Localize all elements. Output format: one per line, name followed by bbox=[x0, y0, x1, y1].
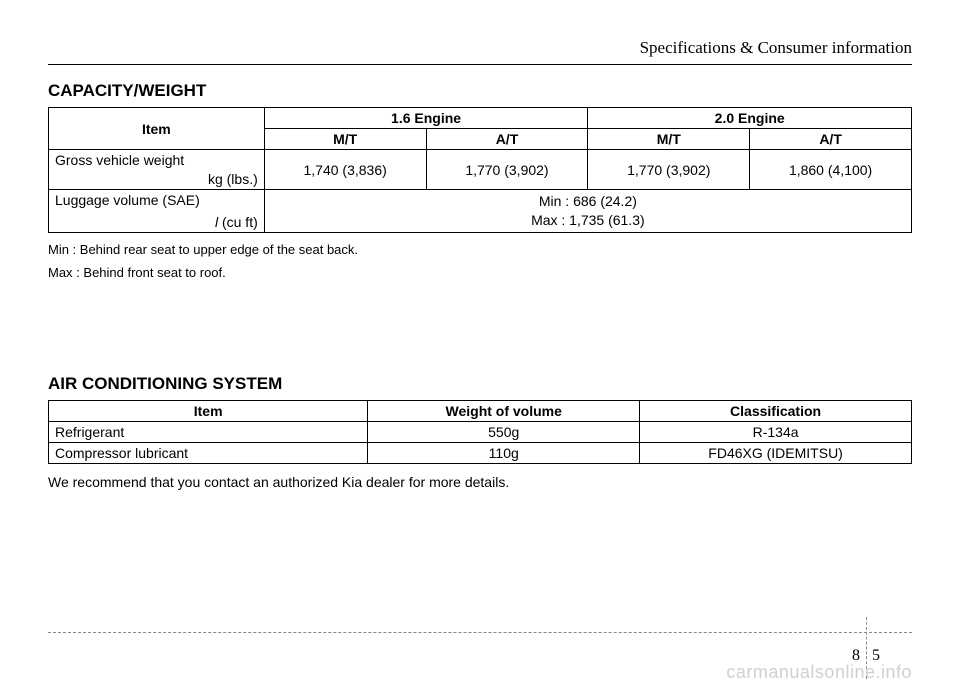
capacity-note-min: Min : Behind rear seat to upper edge of … bbox=[48, 241, 912, 260]
col-item: Item bbox=[49, 108, 265, 150]
ac-row-lubricant-item: Compressor lubricant bbox=[49, 443, 368, 464]
luggage-unit: l (cu ft) bbox=[215, 214, 258, 230]
gvw-item-cell: Gross vehicle weight kg (lbs.) bbox=[49, 150, 265, 190]
footer-divider bbox=[48, 632, 912, 633]
ac-col-class: Classification bbox=[640, 401, 912, 422]
page-header: Specifications & Consumer information bbox=[48, 38, 912, 65]
ac-row-refrigerant-class: R-134a bbox=[640, 422, 912, 443]
gvw-16-mt: 1,740 (3,836) bbox=[264, 150, 426, 190]
watermark: carmanualsonline.info bbox=[726, 662, 912, 683]
ac-col-item: Item bbox=[49, 401, 368, 422]
ac-note: We recommend that you contact an authori… bbox=[48, 472, 912, 492]
col-at-20: A/T bbox=[750, 129, 912, 150]
ac-title: AIR CONDITIONING SYSTEM bbox=[48, 374, 912, 394]
col-mt-16: M/T bbox=[264, 129, 426, 150]
gvw-20-mt: 1,770 (3,902) bbox=[588, 150, 750, 190]
gvw-label: Gross vehicle weight bbox=[55, 152, 184, 168]
col-eng16: 1.6 Engine bbox=[264, 108, 588, 129]
ac-row-refrigerant-weight: 550g bbox=[368, 422, 640, 443]
col-at-16: A/T bbox=[426, 129, 588, 150]
luggage-item-cell: Luggage volume (SAE) l (cu ft) bbox=[49, 190, 265, 233]
gvw-unit: kg (lbs.) bbox=[208, 171, 258, 187]
gvw-20-at: 1,860 (4,100) bbox=[750, 150, 912, 190]
gvw-16-at: 1,770 (3,902) bbox=[426, 150, 588, 190]
luggage-min: Min : 686 (24.2) bbox=[539, 193, 637, 209]
capacity-table: Item 1.6 Engine 2.0 Engine M/T A/T M/T A… bbox=[48, 107, 912, 233]
luggage-max: Max : 1,735 (61.3) bbox=[531, 212, 645, 228]
ac-row-lubricant-class: FD46XG (IDEMITSU) bbox=[640, 443, 912, 464]
ac-col-weight: Weight of volume bbox=[368, 401, 640, 422]
luggage-values: Min : 686 (24.2) Max : 1,735 (61.3) bbox=[264, 190, 911, 233]
col-eng20: 2.0 Engine bbox=[588, 108, 912, 129]
ac-row-lubricant-weight: 110g bbox=[368, 443, 640, 464]
capacity-title: CAPACITY/WEIGHT bbox=[48, 81, 912, 101]
col-mt-20: M/T bbox=[588, 129, 750, 150]
luggage-label: Luggage volume (SAE) bbox=[55, 192, 200, 208]
ac-row-refrigerant-item: Refrigerant bbox=[49, 422, 368, 443]
ac-table: Item Weight of volume Classification Ref… bbox=[48, 400, 912, 464]
capacity-note-max: Max : Behind front seat to roof. bbox=[48, 264, 912, 283]
